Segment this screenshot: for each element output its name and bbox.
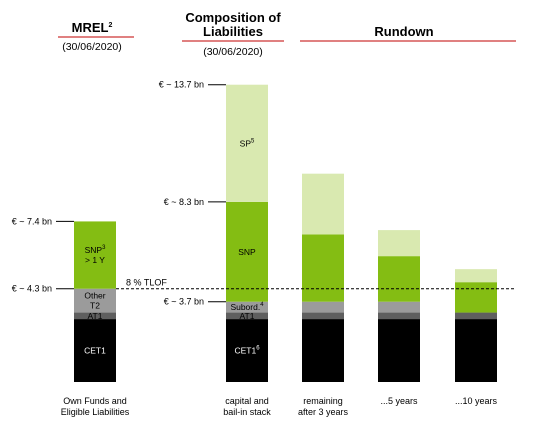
bar-1-segment-cet1 xyxy=(226,319,268,382)
bar-4-segment-sp xyxy=(455,269,497,283)
bar-1-snp-label: SNP xyxy=(238,247,256,257)
bar-1-at1-label: AT1 xyxy=(240,311,255,321)
value-marker-label: € ~ 4.3 bn xyxy=(12,284,52,294)
bar-0-segment-t2 xyxy=(74,288,116,313)
category-label-line2: after 3 years xyxy=(298,407,349,417)
category-label-line1: remaining xyxy=(303,396,343,406)
category-label-line1: ...10 years xyxy=(455,396,498,406)
value-marker-label: € ~ 3.7 bn xyxy=(164,297,204,307)
bar-2-segment-sp xyxy=(302,173,344,235)
bar-3-segment-at1 xyxy=(378,312,420,320)
bar-1-segment-snp xyxy=(226,201,268,302)
bar-2-segment-at1 xyxy=(302,312,344,320)
bar-1-segment-t2 xyxy=(226,301,268,313)
bar-4-segment-at1 xyxy=(455,312,497,320)
bar-0-t2-label: T2 xyxy=(90,301,100,311)
value-marker-label: € ~ 13.7 bn xyxy=(159,80,204,90)
composition-date: (30/06/2020) xyxy=(203,46,263,58)
bar-0-cet1-label: CET1 xyxy=(84,346,106,356)
category-label-line2: Eligible Liabilities xyxy=(61,407,130,417)
bar-1-t2-label: Subord.4 xyxy=(230,302,264,312)
category-label-line1: Own Funds and xyxy=(63,396,127,406)
bar-4-segment-cet1 xyxy=(455,319,497,382)
value-markers: € ~ 7.4 bn € ~ 4.3 bn € ~ 13.7 bn € ~ 8.3 b… xyxy=(12,80,226,307)
bar-4-segment-snp xyxy=(455,282,497,313)
bar-2-segment-cet1 xyxy=(302,319,344,382)
tlof-label: 8 % TLOF xyxy=(126,278,167,288)
bar-2-segment-snp xyxy=(302,234,344,302)
bar-0-segment-snp xyxy=(74,221,116,289)
rundown-title: Rundown xyxy=(374,24,433,39)
mrel-title: MREL2 xyxy=(72,20,113,35)
bar-0-snp-label: SNP3 xyxy=(85,245,106,255)
bar-0-segment-cet1 xyxy=(74,319,116,382)
bar-1-sp-label: SP5 xyxy=(240,138,255,148)
bar-2-segment-t2 xyxy=(302,301,344,313)
bar-0-segment-at1 xyxy=(74,312,116,320)
bar-1-cet1-label: CET16 xyxy=(234,346,260,356)
bar-0-snp-label: > 1 Y xyxy=(85,255,105,265)
bar-3-segment-cet1 xyxy=(378,319,420,382)
bar-3-segment-sp xyxy=(378,230,420,257)
bar-1-segment-at1 xyxy=(226,312,268,320)
composition-title-1: Composition of xyxy=(185,10,281,25)
category-label-line1: capital and xyxy=(225,396,269,406)
mrel-date: (30/06/2020) xyxy=(62,41,122,53)
category-label-line1: ...5 years xyxy=(380,396,418,406)
bar-0-at1-label: AT1 xyxy=(88,311,103,321)
value-marker-label: € ~ 7.4 bn xyxy=(12,216,52,226)
bar-3-segment-t2 xyxy=(378,301,420,313)
bar-3-segment-snp xyxy=(378,256,420,302)
bar-1-segment-sp xyxy=(226,84,268,202)
value-marker-label: € ~ 8.3 bn xyxy=(164,197,204,207)
bar-0-t2-label: Other xyxy=(84,291,105,301)
category-label-line2: bail-in stack xyxy=(223,407,271,417)
composition-title-2: Liabilities xyxy=(203,24,263,39)
